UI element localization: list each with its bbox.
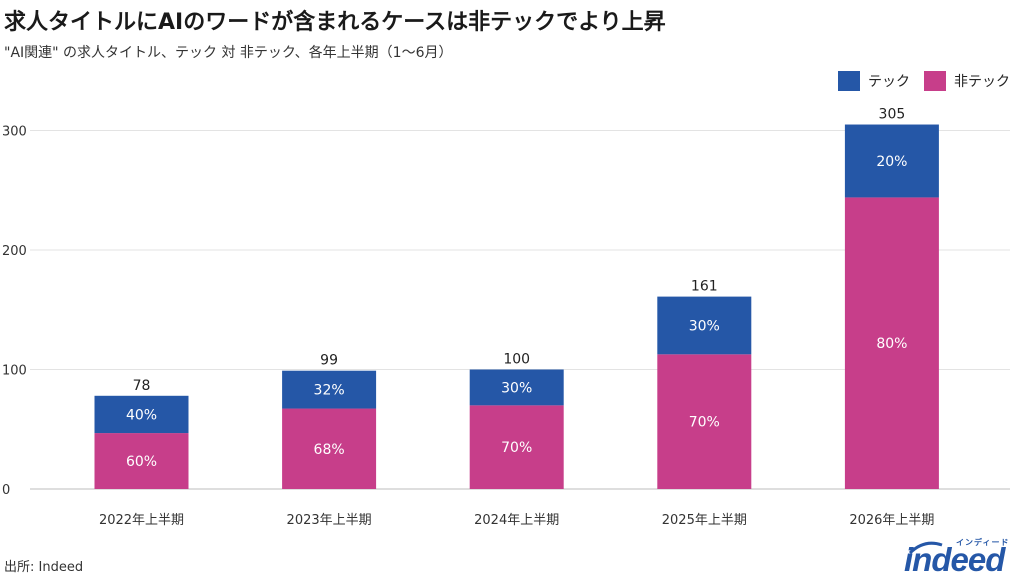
x-tick-label: 2026年上半期 — [849, 513, 934, 528]
stacked-bar-chart: 0 100 200 300 60% 40% 78 2022年上半期 68% 32% 99 2023年上… — [2, 107, 1010, 528]
percent-label: 80% — [876, 336, 907, 352]
bar-segment-tech — [657, 296, 752, 355]
x-tick-label: 2024年上半期 — [474, 513, 559, 528]
bar-segment-non-tech — [469, 405, 564, 489]
legend-swatch-non-tech — [924, 71, 946, 91]
bar-segment-non-tech — [282, 408, 377, 489]
x-tick-label: 2025年上半期 — [662, 513, 747, 528]
bar-segment-tech — [282, 370, 377, 409]
indeed-logo: インディード indeed — [904, 537, 1018, 581]
bar-segment-tech — [94, 395, 189, 434]
bar-segment-non-tech — [94, 433, 189, 489]
logo-wordmark: indeed — [904, 541, 1005, 578]
x-tick-label: 2022年上半期 — [99, 513, 184, 528]
y-tick-label: 200 — [2, 244, 27, 259]
legend-item-non-tech: 非テック — [924, 71, 1010, 91]
percent-label: 32% — [314, 383, 345, 399]
chart-title: 求人タイトルにAIのワードが含まれるケースは非テックでより上昇 — [4, 10, 666, 35]
percent-label: 30% — [501, 380, 532, 396]
logo-kana: インディード — [956, 538, 1010, 547]
percent-label: 20% — [876, 154, 907, 170]
percent-label: 70% — [501, 440, 532, 456]
source-note: 出所: Indeed — [4, 560, 84, 575]
legend-label-tech: テック — [868, 74, 910, 90]
percent-label: 70% — [689, 415, 720, 431]
y-tick-label: 100 — [2, 364, 27, 379]
percent-label: 40% — [126, 407, 157, 423]
chart-subtitle: "AI関連" の求人タイトル、テック 対 非テック、各年上半期（1〜6月） — [4, 45, 453, 61]
total-label: 305 — [879, 107, 906, 123]
y-tick-label: 300 — [2, 125, 27, 140]
total-label: 78 — [133, 378, 151, 394]
bar-segment-non-tech — [844, 197, 939, 490]
bar-segment-tech — [469, 369, 564, 406]
y-tick-label: 0 — [2, 483, 10, 498]
total-label: 100 — [503, 352, 530, 368]
total-label: 161 — [691, 279, 718, 295]
bar-segment-non-tech — [657, 354, 752, 489]
percent-label: 30% — [689, 318, 720, 334]
percent-label: 68% — [314, 442, 345, 458]
total-label: 99 — [320, 353, 338, 369]
logo-arc-icon — [908, 541, 943, 555]
legend-swatch-tech — [838, 71, 860, 91]
legend-label-non-tech: 非テック — [954, 74, 1010, 90]
bar-segment-tech — [844, 124, 939, 198]
legend: テック 非テック — [838, 71, 1010, 91]
x-tick-label: 2023年上半期 — [287, 513, 372, 528]
percent-label: 60% — [126, 454, 157, 470]
legend-item-tech: テック — [838, 71, 910, 91]
